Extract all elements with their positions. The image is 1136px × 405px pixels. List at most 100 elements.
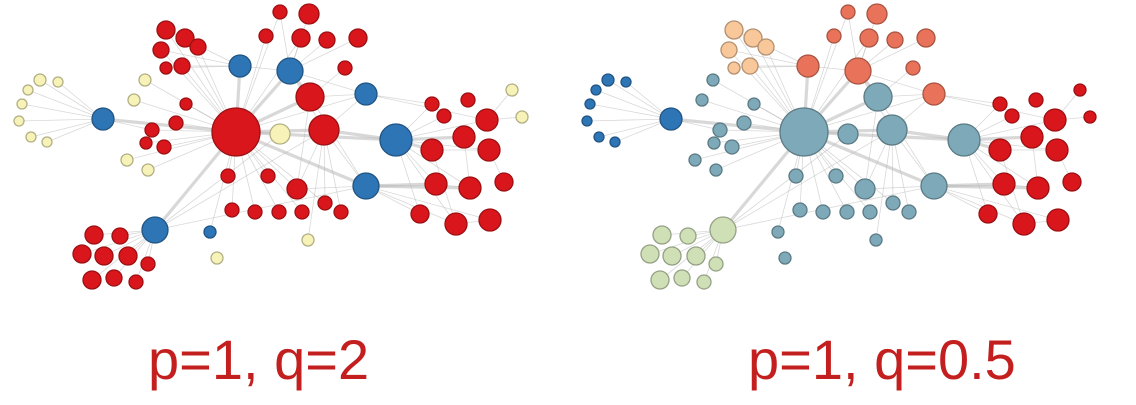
graph-node xyxy=(590,84,602,96)
graph-edge xyxy=(595,89,672,120)
graph-node xyxy=(111,227,129,245)
graph-node xyxy=(1028,92,1044,108)
graph-node xyxy=(128,274,144,290)
graph-node xyxy=(947,123,981,157)
caption-left: p=1, q=2 xyxy=(148,328,370,391)
graph-node xyxy=(33,73,47,87)
graph-node xyxy=(258,28,274,44)
graph-node xyxy=(286,178,308,200)
graph-node xyxy=(1046,208,1070,232)
graph-node xyxy=(916,28,936,48)
graph-node xyxy=(82,270,102,290)
graph-node xyxy=(601,73,615,87)
graph-edge xyxy=(160,49,241,67)
graph-node xyxy=(673,269,691,287)
graph-edge xyxy=(722,129,893,231)
graph-node xyxy=(695,93,709,107)
graph-node xyxy=(515,110,529,124)
graph-node xyxy=(337,60,353,76)
graph-node xyxy=(333,204,349,220)
graph-node xyxy=(138,73,152,87)
graph-node xyxy=(260,168,276,184)
graph-node xyxy=(179,97,193,111)
graph-node xyxy=(203,225,217,239)
graph-node xyxy=(105,269,123,287)
graph-node xyxy=(140,256,156,272)
graph-node xyxy=(52,76,64,88)
graph-node xyxy=(727,61,741,75)
graph-node xyxy=(840,4,856,20)
graph-node xyxy=(696,274,712,290)
graph-node xyxy=(13,115,25,127)
network-graph-right xyxy=(581,3,1097,290)
graph-node xyxy=(707,136,721,150)
graph-node xyxy=(854,178,876,200)
graph-edge xyxy=(18,118,104,122)
graph-node xyxy=(458,176,482,200)
graph-node xyxy=(620,76,632,88)
graph-node xyxy=(444,212,468,236)
graph-edge xyxy=(154,133,281,231)
hub-node xyxy=(779,107,829,157)
graph-edge xyxy=(21,103,104,120)
graph-node xyxy=(720,41,738,59)
graph-node xyxy=(826,28,842,44)
graph-node xyxy=(839,204,855,220)
graph-node xyxy=(269,123,291,145)
graph-node xyxy=(688,153,702,167)
graph-node xyxy=(156,139,172,155)
graph-node xyxy=(276,57,304,85)
graph-edge xyxy=(39,79,104,120)
graph-node xyxy=(712,122,728,138)
graph-node xyxy=(379,123,413,157)
graph-node xyxy=(247,204,263,220)
graph-node xyxy=(778,251,792,265)
graph-node xyxy=(1004,108,1020,124)
graph-node xyxy=(152,41,170,59)
graph-node xyxy=(478,208,502,232)
graph-node xyxy=(1083,110,1097,124)
graph-edge xyxy=(598,118,672,138)
graph-node xyxy=(650,270,670,290)
graph-node xyxy=(828,168,844,184)
graph-node xyxy=(920,172,948,200)
graph-node xyxy=(144,122,160,138)
graph-node xyxy=(876,114,908,146)
graph-node xyxy=(788,168,804,184)
graph-node xyxy=(452,125,476,149)
graph-edge xyxy=(154,129,325,231)
graph-node xyxy=(922,82,946,106)
graph-edge xyxy=(933,184,1039,190)
graph-node xyxy=(652,225,672,245)
graph-node xyxy=(424,172,448,196)
graph-node xyxy=(352,172,380,200)
graph-node xyxy=(291,28,311,48)
graph-node xyxy=(1012,212,1036,236)
graph-node xyxy=(294,204,310,220)
graph-node xyxy=(901,204,917,220)
graph-edge xyxy=(309,96,367,187)
graph-node xyxy=(724,20,744,40)
graph-edge xyxy=(586,118,672,122)
graph-node xyxy=(757,38,775,56)
graph-node xyxy=(859,28,879,48)
graph-node xyxy=(156,20,176,40)
graph-node xyxy=(354,82,378,106)
graph-node xyxy=(220,168,236,184)
graph-node xyxy=(747,97,761,111)
caption-right: p=1, q=0.5 xyxy=(748,328,1016,391)
graph-node xyxy=(477,138,501,162)
graph-node xyxy=(978,204,998,224)
graph-edge xyxy=(875,129,893,241)
graph-node xyxy=(271,204,287,220)
graph-node xyxy=(885,195,901,211)
graph-node xyxy=(72,244,92,264)
graph-node xyxy=(905,60,921,76)
graph-node xyxy=(708,256,724,272)
node-layer xyxy=(581,3,1097,290)
graph-node xyxy=(1062,172,1082,192)
graph-node xyxy=(992,96,1008,112)
graph-edge xyxy=(933,185,1025,225)
graph-node xyxy=(815,204,831,220)
graph-node xyxy=(662,246,682,266)
